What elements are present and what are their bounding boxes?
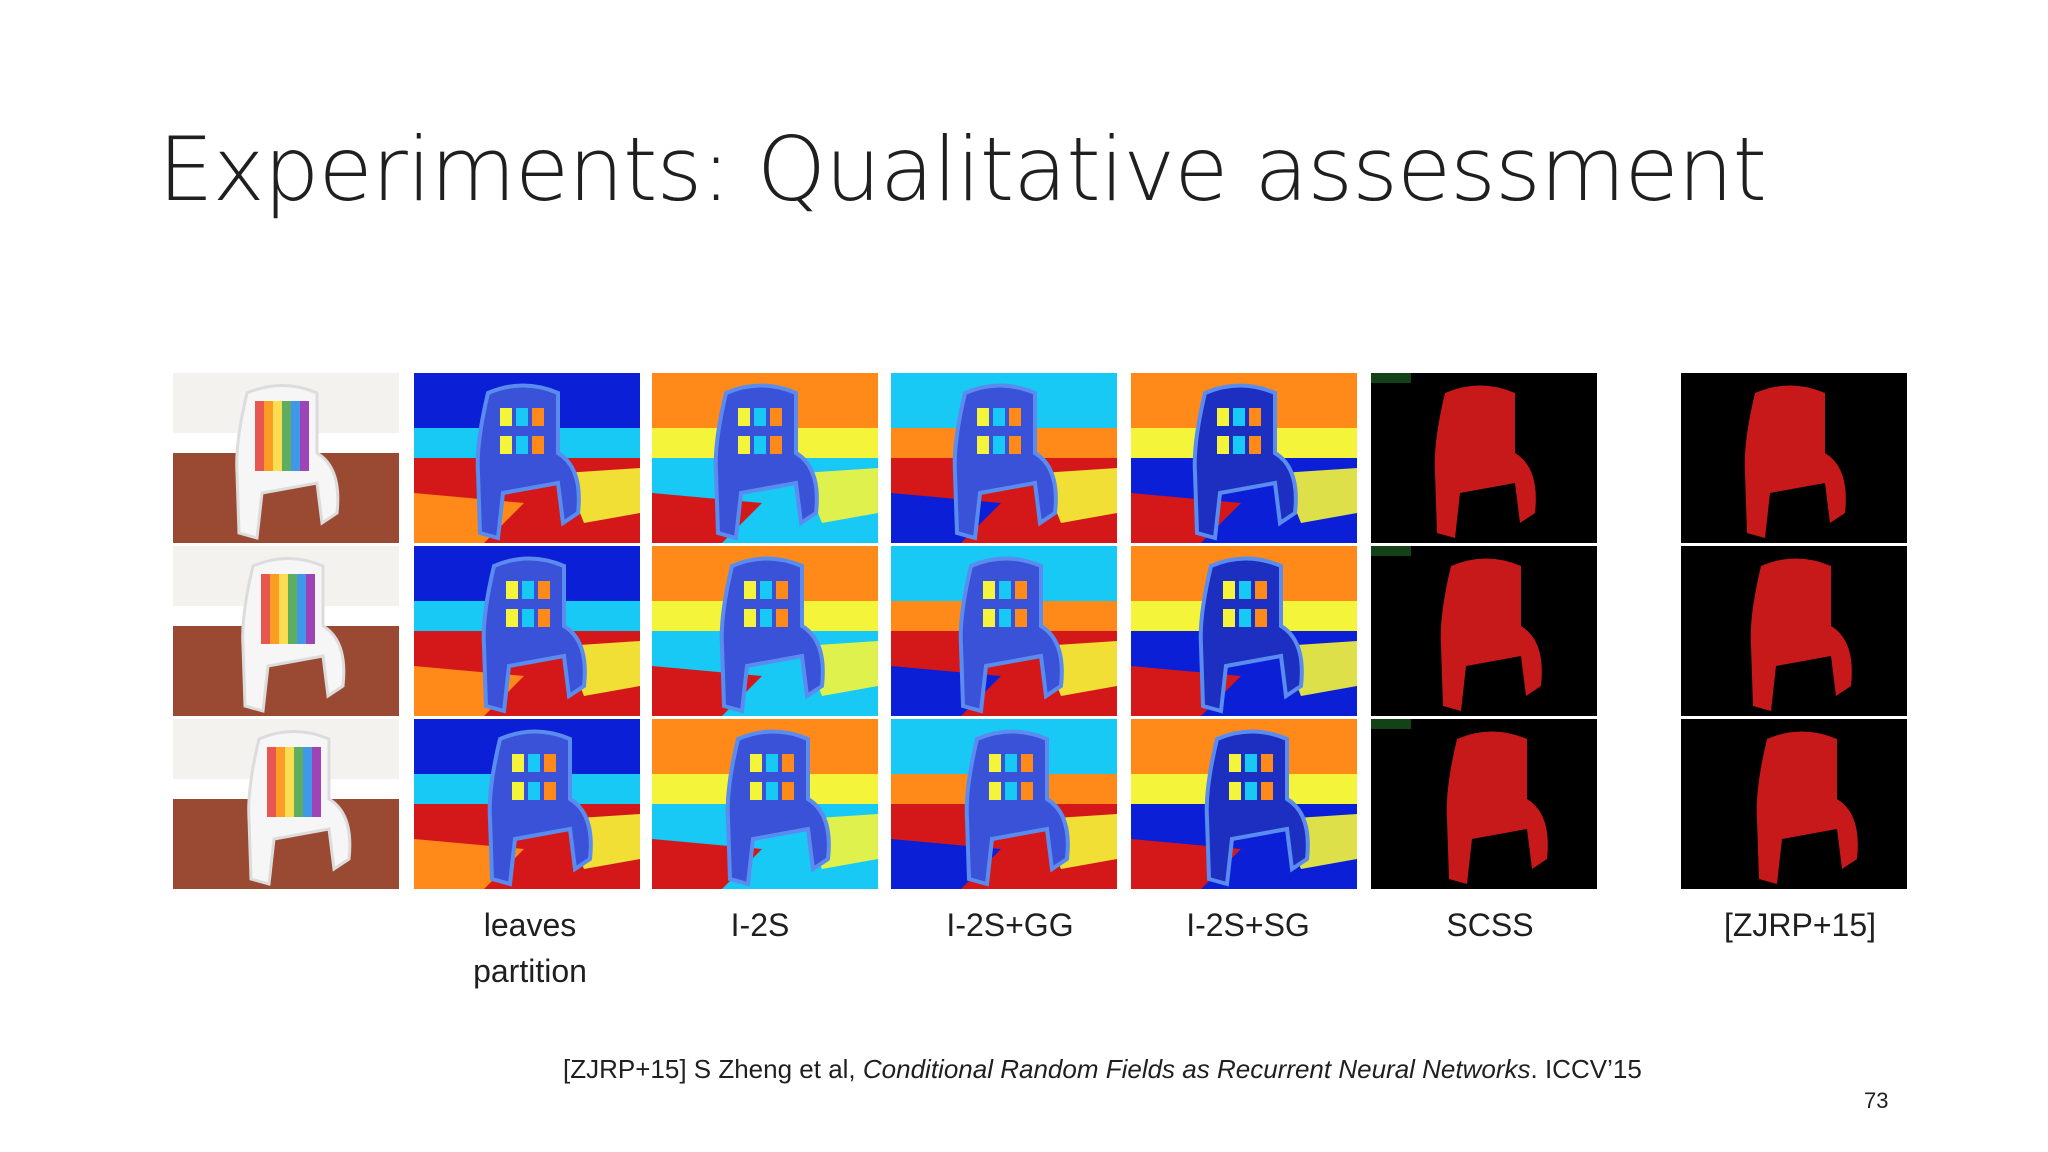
i2s-gg-row2 (891, 546, 1117, 716)
label-leaves-partition: leaves partition (415, 902, 645, 994)
i2s-row2 (652, 546, 878, 716)
label-i2s-gg: I-2S+GG (946, 907, 1074, 943)
label-i2s: I-2S (730, 907, 790, 943)
i2s-gg-row3 (891, 719, 1117, 889)
zjrp15-row3 (1681, 719, 1907, 889)
citation: [ZJRP+15] S Zheng et al, Conditional Ran… (563, 1054, 1642, 1085)
scss-row3 (1371, 719, 1597, 889)
label-scss: SCSS (1446, 907, 1534, 943)
input-photo-row1 (173, 373, 399, 543)
label-zjrp15: [ZJRP+15] (1723, 907, 1877, 943)
citation-prefix: [ZJRP+15] S Zheng et al, (563, 1054, 863, 1084)
i2s-row1 (652, 373, 878, 543)
scss-row2 (1371, 546, 1597, 716)
input-photo-row3 (173, 719, 399, 889)
citation-title: Conditional Random Fields as Recurrent N… (862, 1054, 1531, 1084)
label-leaves-line1: leaves (483, 907, 577, 943)
zjrp15-row2 (1681, 546, 1907, 716)
leaves-partition-row2 (414, 546, 640, 716)
label-leaves-line2: partition (473, 953, 587, 989)
i2s-sg-row3 (1131, 719, 1357, 889)
zjrp15-row1 (1681, 373, 1907, 543)
i2s-sg-row1 (1131, 373, 1357, 543)
i2s-gg-row1 (891, 373, 1117, 543)
i2s-row3 (652, 719, 878, 889)
leaves-partition-row1 (414, 373, 640, 543)
scss-row1 (1371, 373, 1597, 543)
input-photo-row2 (173, 546, 399, 716)
i2s-sg-row2 (1131, 546, 1357, 716)
label-i2s-sg: I-2S+SG (1186, 907, 1310, 943)
page-number: 73 (1864, 1088, 1889, 1113)
slide-title: Experiments: Qualitative assessment (158, 118, 1767, 221)
leaves-partition-row3 (414, 719, 640, 889)
citation-suffix: . ICCV’15 (1530, 1054, 1642, 1084)
